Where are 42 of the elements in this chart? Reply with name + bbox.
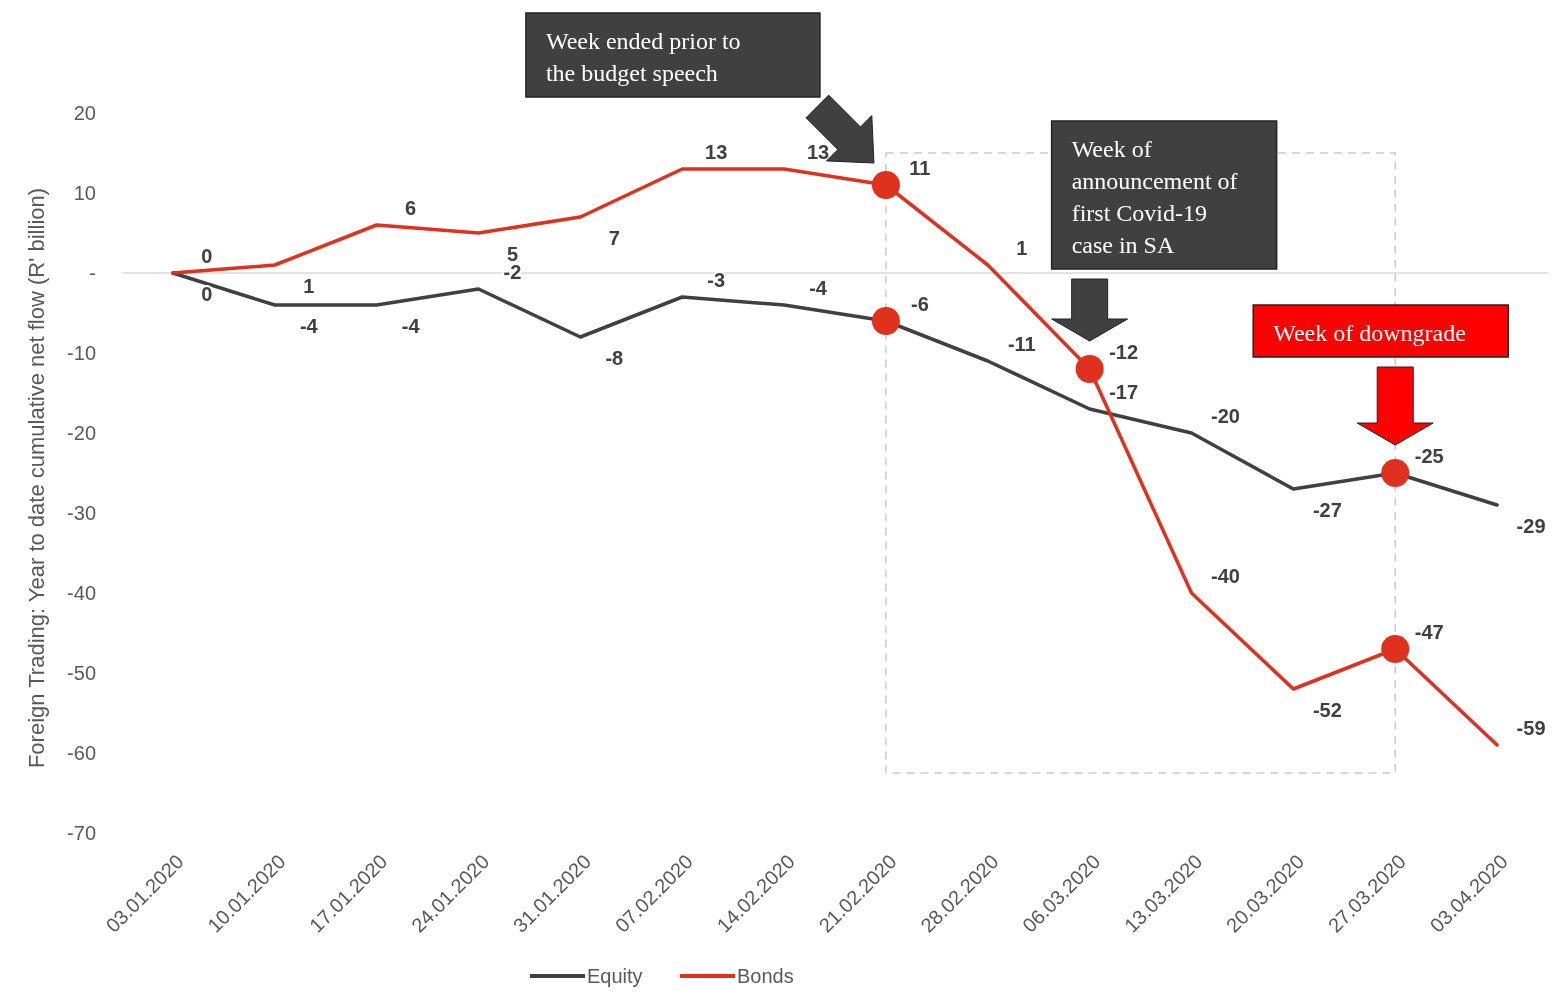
data-label: 6 (405, 197, 417, 219)
data-label: -47 (1414, 621, 1444, 643)
data-label: -6 (911, 293, 929, 315)
data-label: 1 (1016, 237, 1028, 259)
data-label: 1 (303, 275, 315, 297)
data-label: -4 (401, 315, 421, 337)
y-tick-label: -60 (67, 742, 96, 764)
annotation: Week of downgrade (1273, 320, 1466, 346)
data-label: 0 (201, 283, 213, 305)
data-label: -59 (1516, 717, 1546, 739)
data-label: 7 (608, 227, 620, 249)
data-label: -40 (1211, 565, 1240, 587)
data-label: 13 (705, 141, 728, 163)
data-label: -3 (707, 269, 726, 291)
legend-label: Bonds (737, 965, 794, 987)
data-label: -27 (1312, 499, 1342, 521)
y-tick-label: 10 (73, 182, 96, 204)
y-tick-label: -70 (67, 822, 96, 844)
data-label: -29 (1516, 515, 1546, 537)
data-label: -11 (1007, 333, 1036, 355)
annotation: Week of announcement of first Covid-19 case in SA (1071, 136, 1238, 258)
data-label: -52 (1312, 699, 1342, 721)
y-tick-label: -50 (67, 662, 96, 684)
data-label: -4 (299, 315, 319, 337)
data-label: -20 (1211, 405, 1240, 427)
y-tick-label: -40 (67, 582, 96, 604)
y-tick-label: -30 (67, 502, 96, 524)
text: Week ended prior to the budget speech (545, 28, 741, 86)
data-label: -12 (1109, 341, 1139, 363)
data-label: 11 (909, 157, 931, 179)
data-label: -25 (1414, 445, 1444, 467)
y-tick-label: -20 (67, 422, 96, 444)
data-label: 0 (201, 245, 213, 267)
legend-label: Equity (587, 965, 643, 987)
y-axis-title: Foreign Trading: Year to date cumulative net flow (R' billion) (24, 187, 49, 769)
data-label: -17 (1109, 381, 1139, 403)
y-tick-label: -10 (67, 342, 96, 364)
data-label: -8 (605, 347, 624, 369)
y-tick-label: - (89, 262, 96, 284)
data-label: 13 (806, 141, 830, 163)
data-label: -4 (809, 277, 828, 299)
y-tick-label: 20 (73, 102, 96, 124)
